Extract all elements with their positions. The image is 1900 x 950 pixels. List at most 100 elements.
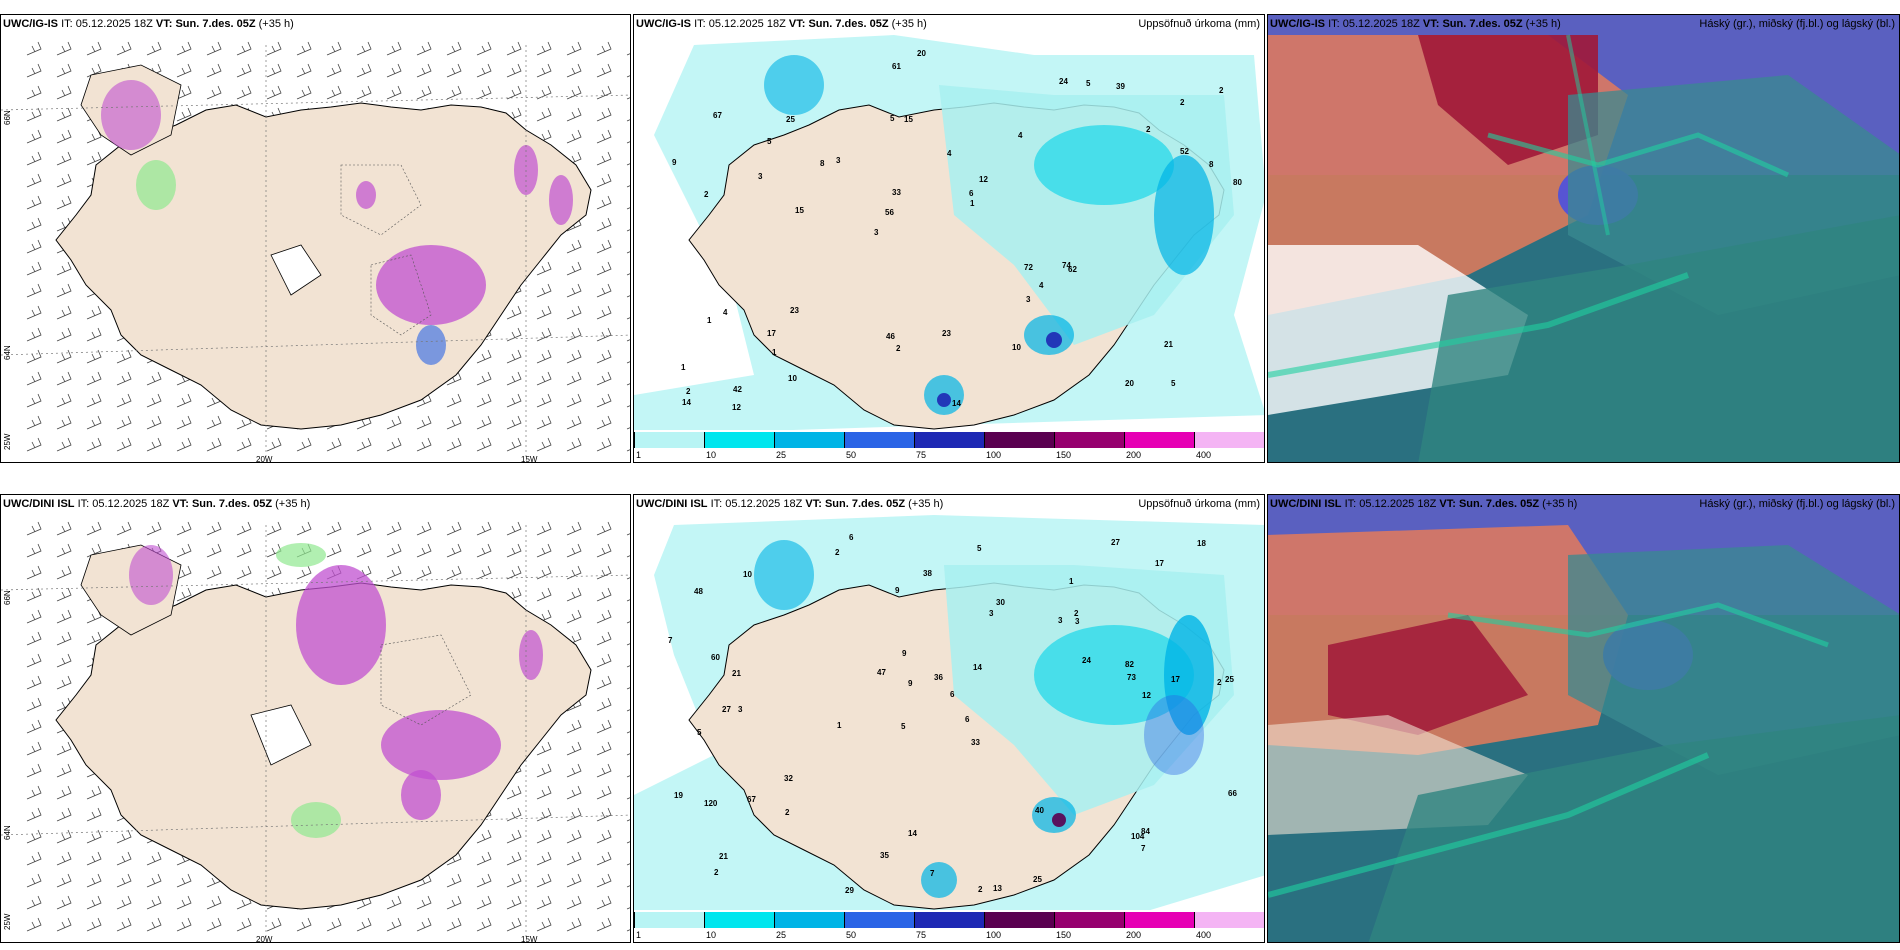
accum-value: 67: [713, 111, 722, 120]
accum-value: 36: [934, 673, 943, 682]
accum-value: 5: [977, 544, 982, 553]
accum-value: 62: [1068, 265, 1077, 274]
accum-value: 4: [723, 308, 728, 317]
accum-value: 9: [672, 158, 677, 167]
accum-value: 6: [849, 533, 854, 542]
accum-value: 2: [1146, 125, 1151, 134]
precip-type-map: [1, 521, 630, 940]
accum-value: 5: [1171, 379, 1176, 388]
precip-legend: 1 10 25 50 75 100 150 200 400: [634, 430, 1264, 462]
accum-value: 33: [971, 738, 980, 747]
accum-value: 1: [681, 363, 686, 372]
legend-label: 150: [1056, 450, 1072, 460]
accum-value: 84: [1141, 827, 1150, 836]
legend-swatch: [1124, 432, 1194, 448]
accum-value: 73: [1127, 673, 1136, 682]
accum-value: 21: [719, 852, 728, 861]
accum-value: 7: [668, 636, 673, 645]
accum-value: 42: [733, 385, 742, 394]
accum-value: 39: [1116, 82, 1125, 91]
panel-title: UWC/IG-IS IT: 05.12.2025 18Z VT: Sun. 7.…: [3, 18, 294, 30]
legend-label: 75: [916, 450, 927, 460]
accum-value: 27: [722, 705, 731, 714]
accum-value: 5: [890, 114, 895, 123]
accum-value: 32: [784, 774, 793, 783]
accum-value: 3: [836, 156, 841, 165]
accum-value: 67: [747, 795, 756, 804]
panel-ig-cloud: UWC/IG-IS IT: 05.12.2025 18Z VT: Sun. 7.…: [1267, 14, 1900, 463]
legend-swatch: [844, 912, 914, 928]
accum-value: 12: [1142, 691, 1151, 700]
accum-value: 35: [880, 851, 889, 860]
accum-map: 5223442544311151262676180725256463325242…: [634, 35, 1264, 435]
accum-value: 3: [738, 705, 743, 714]
lat-label: 64N: [3, 825, 12, 840]
lat-label: 64N: [3, 345, 12, 360]
panel-title: UWC/IG-IS IT: 05.12.2025 18Z VT: Sun. 7.…: [1270, 18, 1561, 30]
legend-swatch: [1194, 432, 1264, 448]
accum-value: 25: [1225, 675, 1234, 684]
legend-label: 75: [916, 930, 927, 940]
accum-value: 4: [947, 149, 952, 158]
cloud-map: [1268, 15, 1899, 462]
accum-value: 9: [895, 586, 900, 595]
legend-swatch: [704, 912, 774, 928]
accum-value: 82: [1125, 660, 1134, 669]
accum-value: 14: [682, 398, 691, 407]
accum-value: 25: [786, 115, 795, 124]
legend-swatch: [634, 912, 704, 928]
lon-label: 15W: [521, 455, 538, 463]
accum-value: 72: [1024, 263, 1033, 272]
accum-value: 1: [772, 348, 777, 357]
accum-value: 15: [795, 206, 804, 215]
accum-value: 120: [704, 799, 718, 808]
accum-value: 5: [697, 728, 702, 737]
legend-swatch: [914, 912, 984, 928]
legend-label: 10: [706, 930, 717, 940]
legend-swatch: [1194, 912, 1264, 928]
accum-value: 1: [707, 316, 712, 325]
panel-title: UWC/DINI ISL IT: 05.12.2025 18Z VT: Sun.…: [3, 498, 311, 510]
legend-swatch: [984, 432, 1054, 448]
accum-value: 66: [1228, 789, 1237, 798]
legend-label: 200: [1126, 450, 1142, 460]
accum-value: 7: [1141, 844, 1146, 853]
panel-ig-precip-type: UWC/IG-IS IT: 05.12.2025 18Z VT: Sun. 7.…: [0, 14, 631, 463]
legend-swatch: [1054, 432, 1124, 448]
legend-label: 25: [776, 930, 787, 940]
accum-value: 47: [877, 668, 886, 677]
accum-value: 4: [1039, 281, 1044, 290]
legend-swatch: [984, 912, 1054, 928]
legend-label: 25: [776, 450, 787, 460]
accum-value: 12: [732, 403, 741, 412]
legend-label: 200: [1126, 930, 1142, 940]
accum-value: 1: [1069, 577, 1074, 586]
legend-swatch: [1054, 912, 1124, 928]
panel-title: UWC/IG-IS IT: 05.12.2025 18Z VT: Sun. 7.…: [636, 18, 927, 30]
accum-value: 17: [1155, 559, 1164, 568]
accum-value: 7: [930, 869, 935, 878]
accum-value: 3: [1075, 617, 1080, 626]
precip-legend: 1 10 25 50 75 100 150 200 400: [634, 910, 1264, 942]
lon-label: 20W: [256, 455, 273, 463]
accum-value: 6: [969, 189, 974, 198]
accum-value: 104: [1131, 832, 1145, 841]
accum-value: 3: [1058, 616, 1063, 625]
accum-value: 2: [1219, 86, 1224, 95]
legend-swatch: [774, 912, 844, 928]
lat-label: 66N: [3, 110, 12, 125]
accum-value: 13: [993, 884, 1002, 893]
accum-value: 2: [1217, 678, 1222, 687]
accum-value: 12: [979, 175, 988, 184]
panel-title: UWC/DINI ISL IT: 05.12.2025 18Z VT: Sun.…: [1270, 498, 1578, 510]
accum-value: 6: [950, 690, 955, 699]
accum-value: 60: [711, 653, 720, 662]
accum-value: 5: [767, 137, 772, 146]
accum-value: 10: [743, 570, 752, 579]
accum-value: 2: [1074, 609, 1079, 618]
accum-value: 2: [714, 868, 719, 877]
lon-label: 15W: [521, 935, 538, 943]
accum-value: 5: [1086, 79, 1091, 88]
accum-value: 19: [674, 791, 683, 800]
